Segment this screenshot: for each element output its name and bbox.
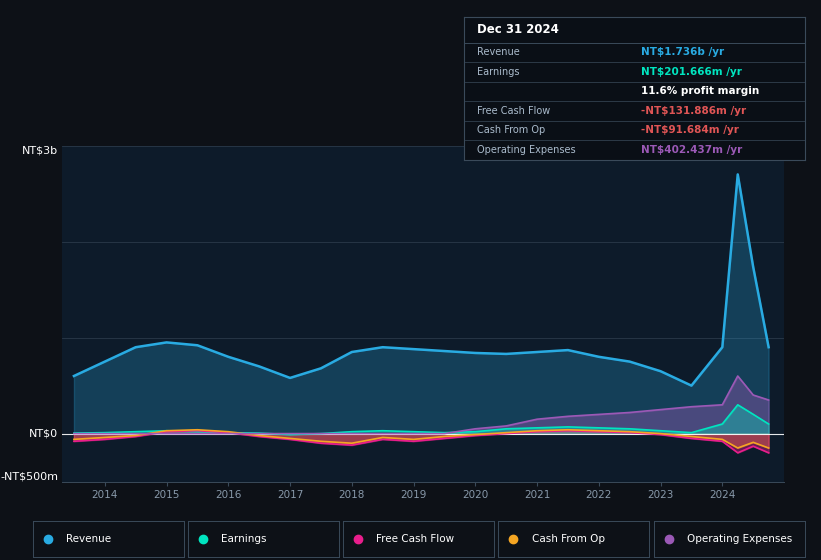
Text: NT$201.666m /yr: NT$201.666m /yr [641, 67, 742, 77]
Text: Free Cash Flow: Free Cash Flow [478, 106, 551, 116]
Text: Operating Expenses: Operating Expenses [686, 534, 792, 544]
Text: Dec 31 2024: Dec 31 2024 [478, 22, 559, 35]
Text: 11.6% profit margin: 11.6% profit margin [641, 86, 759, 96]
Text: -NT$131.886m /yr: -NT$131.886m /yr [641, 106, 746, 116]
Text: NT$1.736b /yr: NT$1.736b /yr [641, 47, 724, 57]
Text: NT$0: NT$0 [29, 428, 58, 438]
Text: Operating Expenses: Operating Expenses [478, 145, 576, 155]
Text: Cash From Op: Cash From Op [478, 125, 546, 136]
Text: Earnings: Earnings [221, 534, 267, 544]
Text: NT$3b: NT$3b [22, 146, 58, 156]
Text: Revenue: Revenue [478, 47, 521, 57]
Text: Free Cash Flow: Free Cash Flow [376, 534, 455, 544]
Text: -NT$91.684m /yr: -NT$91.684m /yr [641, 125, 739, 136]
Text: Earnings: Earnings [478, 67, 520, 77]
Text: Revenue: Revenue [66, 534, 111, 544]
Text: NT$402.437m /yr: NT$402.437m /yr [641, 145, 742, 155]
Text: Cash From Op: Cash From Op [531, 534, 604, 544]
Text: -NT$500m: -NT$500m [0, 472, 58, 482]
